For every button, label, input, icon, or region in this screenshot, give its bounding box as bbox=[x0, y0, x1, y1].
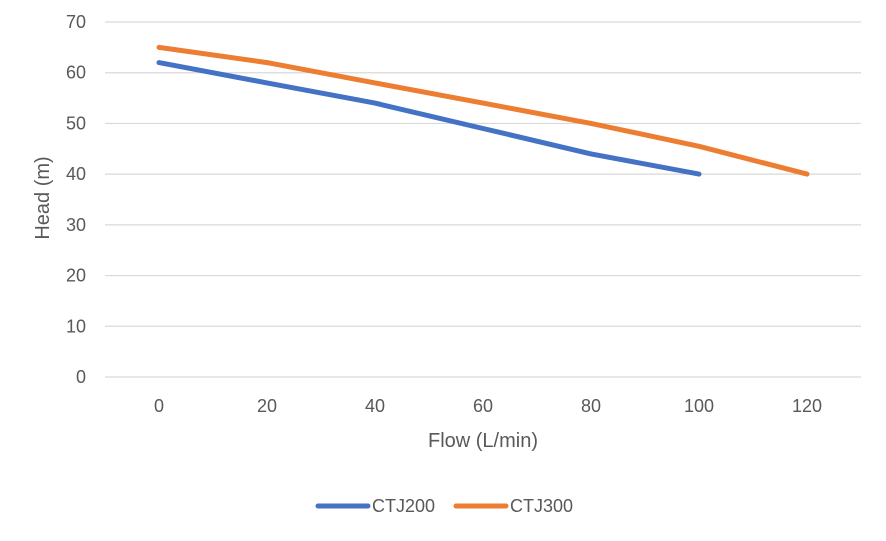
legend-item-ctj300: CTJ300 bbox=[453, 496, 573, 516]
y-tick-label: 60 bbox=[66, 63, 86, 83]
x-axis-title: Flow (L/min) bbox=[428, 430, 538, 452]
legend-label-ctj200: CTJ200 bbox=[372, 496, 435, 516]
x-axis-ticks: 0 20 40 60 80 100 120 bbox=[154, 396, 822, 416]
y-tick-label: 70 bbox=[66, 12, 86, 32]
y-tick-label: 30 bbox=[66, 215, 86, 235]
x-tick-label: 120 bbox=[792, 396, 822, 416]
y-tick-label: 10 bbox=[66, 316, 86, 336]
x-tick-label: 60 bbox=[473, 396, 493, 416]
y-tick-label: 50 bbox=[66, 113, 86, 133]
x-tick-label: 80 bbox=[581, 396, 601, 416]
legend-label-ctj300: CTJ300 bbox=[510, 496, 573, 516]
x-tick-label: 20 bbox=[257, 396, 277, 416]
y-axis-title: Head (m) bbox=[32, 156, 54, 239]
series-line-ctj200 bbox=[156, 60, 702, 177]
series-line-ctj300 bbox=[156, 44, 810, 177]
y-tick-label: 40 bbox=[66, 164, 86, 184]
x-tick-label: 100 bbox=[684, 396, 714, 416]
y-tick-label: 0 bbox=[76, 367, 86, 387]
gridlines bbox=[105, 21, 861, 378]
legend: CTJ200 CTJ300 bbox=[315, 496, 573, 516]
y-tick-label: 20 bbox=[66, 266, 86, 286]
legend-item-ctj200: CTJ200 bbox=[315, 496, 435, 516]
y-axis-ticks: 0 10 20 30 40 50 60 70 bbox=[66, 12, 86, 387]
series-lines bbox=[156, 44, 810, 177]
x-tick-label: 40 bbox=[365, 396, 385, 416]
x-tick-label: 0 bbox=[154, 396, 164, 416]
